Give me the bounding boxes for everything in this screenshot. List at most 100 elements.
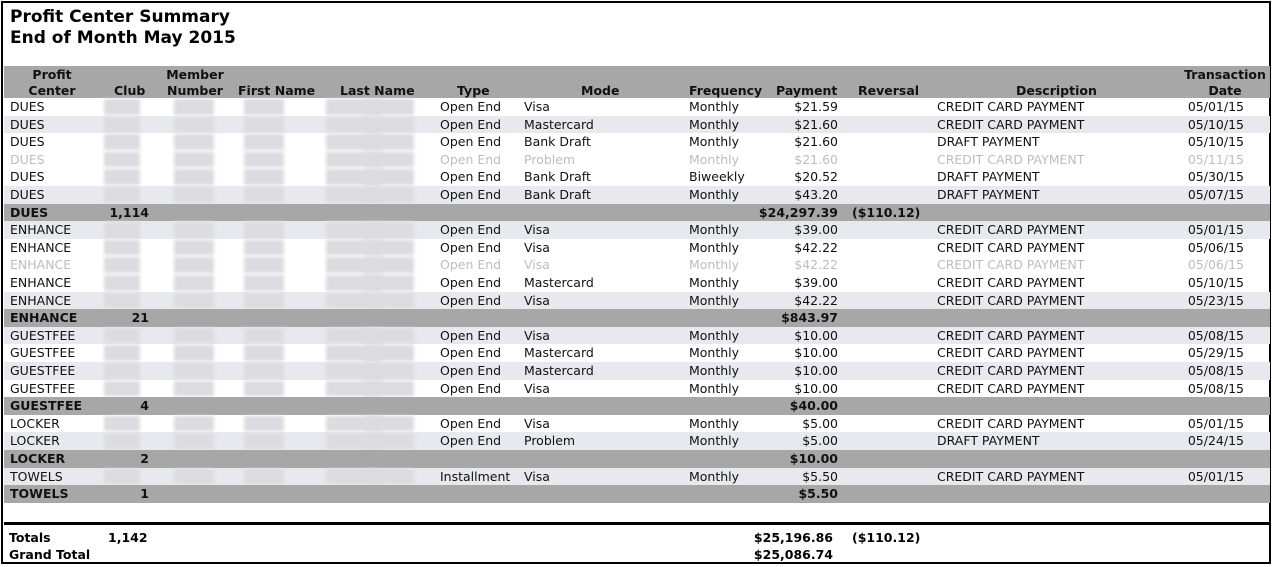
table-header: Profit Center Club Member Number First Nam…	[4, 66, 1270, 98]
redacted-cell	[174, 415, 214, 432]
table-row: DUES Open End Bank Draft Monthly $21.60 DRAFT…	[4, 133, 1270, 151]
cell-center: DUES	[10, 169, 45, 185]
table-row: ENHANCE Open End Visa Monthly $42.22 CREDIT C…	[4, 291, 1270, 310]
report-title-block: Profit Center Summary End of Month May 2…	[10, 7, 236, 49]
redacted-cell	[244, 468, 284, 485]
cell-frequency: Monthly	[689, 257, 740, 273]
cell-type: Open End	[440, 239, 502, 255]
table-row: DUES Open End Visa Monthly $21.59 CREDIT CARD…	[4, 98, 1270, 116]
redacted-cell	[104, 275, 140, 291]
cell-type: Open End	[440, 415, 502, 431]
cell-payment: $5.00	[802, 415, 838, 431]
cell-payment: $20.52	[794, 169, 838, 185]
grand-total-label: Grand Total	[9, 547, 91, 562]
redacted-cell	[244, 380, 284, 397]
redacted-cell	[174, 275, 214, 291]
cell-frequency: Monthly	[689, 275, 740, 290]
cell-type: Open End	[440, 327, 502, 343]
cell-type: Open End	[440, 380, 502, 396]
cell-center: DUES	[10, 187, 45, 202]
redacted-cell	[174, 222, 214, 238]
cell-payment: $21.60	[794, 116, 838, 132]
cell-description: CREDIT CARD PAYMENT	[937, 468, 1085, 484]
cell-payment: $5.50	[798, 486, 838, 502]
redacted-cell	[174, 239, 214, 256]
cell-payment: $10.00	[789, 451, 838, 466]
cell-description: CREDIT CARD PAYMENT	[937, 380, 1085, 396]
cell-club: 21	[131, 310, 149, 326]
redacted-cell	[174, 187, 214, 203]
totals-label: Totals	[9, 530, 51, 545]
cell-center: GUESTFEE	[10, 363, 76, 378]
cell-payment: $39.00	[794, 222, 838, 238]
redacted-cell	[174, 257, 214, 273]
table-row: DUES Open End Bank Draft Biweekly $20.52 DRAF…	[4, 168, 1270, 186]
cell-frequency: Monthly	[689, 433, 740, 449]
cell-center: LOCKER	[10, 433, 60, 449]
cell-center: ENHANCE	[10, 222, 72, 238]
table-row: LOCKER Open End Problem Monthly $5.00 DRAFT P…	[4, 432, 1270, 450]
subtotal-row: ENHANCE 21 $843.97	[4, 309, 1270, 327]
cell-frequency: Monthly	[689, 468, 740, 484]
cell-mode: Visa	[524, 239, 550, 255]
cell-date: 05/10/15	[1187, 275, 1244, 290]
table-row: DUES Open End Mastercard Monthly $21.60 CREDI…	[4, 115, 1270, 134]
cell-frequency: Monthly	[689, 99, 740, 114]
cell-payment: $10.00	[794, 363, 838, 378]
redacted-cell	[104, 415, 140, 432]
cell-center: DUES	[10, 204, 49, 220]
report-title: Profit Center Summary	[10, 7, 230, 27]
redacted-cell	[364, 380, 414, 397]
cell-club: 2	[140, 451, 149, 466]
cell-date: 05/08/15	[1187, 380, 1244, 396]
cell-mode: Visa	[524, 257, 550, 273]
cell-date: 05/08/15	[1187, 363, 1244, 378]
redacted-cell	[104, 222, 140, 238]
cell-type: Open End	[440, 257, 502, 273]
cell-type: Open End	[440, 116, 502, 132]
redacted-cell	[174, 433, 214, 449]
cell-description: DRAFT PAYMENT	[937, 433, 1040, 449]
cell-description: CREDIT CARD PAYMENT	[937, 345, 1085, 361]
cell-center: ENHANCE	[10, 292, 72, 308]
cell-frequency: Monthly	[689, 151, 740, 167]
cell-center: ENHANCE	[10, 310, 78, 326]
redacted-cell	[104, 116, 140, 133]
redacted-cell	[364, 257, 414, 273]
cell-date: 05/06/15	[1187, 239, 1244, 255]
cell-frequency: Monthly	[689, 327, 740, 343]
cell-center: LOCKER	[10, 451, 66, 466]
cell-mode: Visa	[524, 327, 550, 343]
header-mode: Mode	[581, 83, 620, 98]
table-row: GUESTFEE Open End Mastercard Monthly $10.00 C…	[4, 344, 1270, 362]
header-member-number: Member Number	[166, 67, 224, 98]
cell-frequency: Monthly	[689, 222, 740, 238]
table-row: DUES Open End Bank Draft Monthly $43.20 DRAFT…	[4, 186, 1270, 204]
redacted-cell	[174, 151, 214, 168]
header-transaction-date: Transaction Date	[1184, 67, 1266, 98]
cell-mode: Problem	[524, 151, 576, 167]
cell-description: CREDIT CARD PAYMENT	[937, 116, 1085, 132]
cell-payment: $843.97	[781, 310, 838, 326]
redacted-cell	[174, 380, 214, 397]
cell-frequency: Monthly	[689, 345, 740, 361]
cell-frequency: Monthly	[689, 134, 740, 150]
cell-type: Open End	[440, 433, 502, 449]
redacted-cell	[244, 187, 284, 203]
cell-payment: $43.20	[794, 187, 838, 202]
totals-reversal: ($110.12)	[852, 530, 921, 545]
cell-date: 05/29/15	[1187, 345, 1244, 361]
redacted-cell	[104, 169, 140, 185]
cell-payment: $40.00	[789, 398, 838, 414]
cell-payment: $5.00	[802, 433, 838, 449]
cell-type: Open End	[440, 222, 502, 238]
table-row: GUESTFEE Open End Visa Monthly $10.00 CREDIT …	[4, 380, 1270, 398]
cell-date: 05/23/15	[1187, 292, 1244, 308]
cell-center: DUES	[10, 99, 45, 114]
redacted-cell	[104, 292, 140, 309]
redacted-cell	[364, 275, 414, 291]
cell-description: CREDIT CARD PAYMENT	[937, 222, 1085, 238]
redacted-cell	[104, 151, 140, 168]
cell-type: Open End	[440, 187, 502, 202]
